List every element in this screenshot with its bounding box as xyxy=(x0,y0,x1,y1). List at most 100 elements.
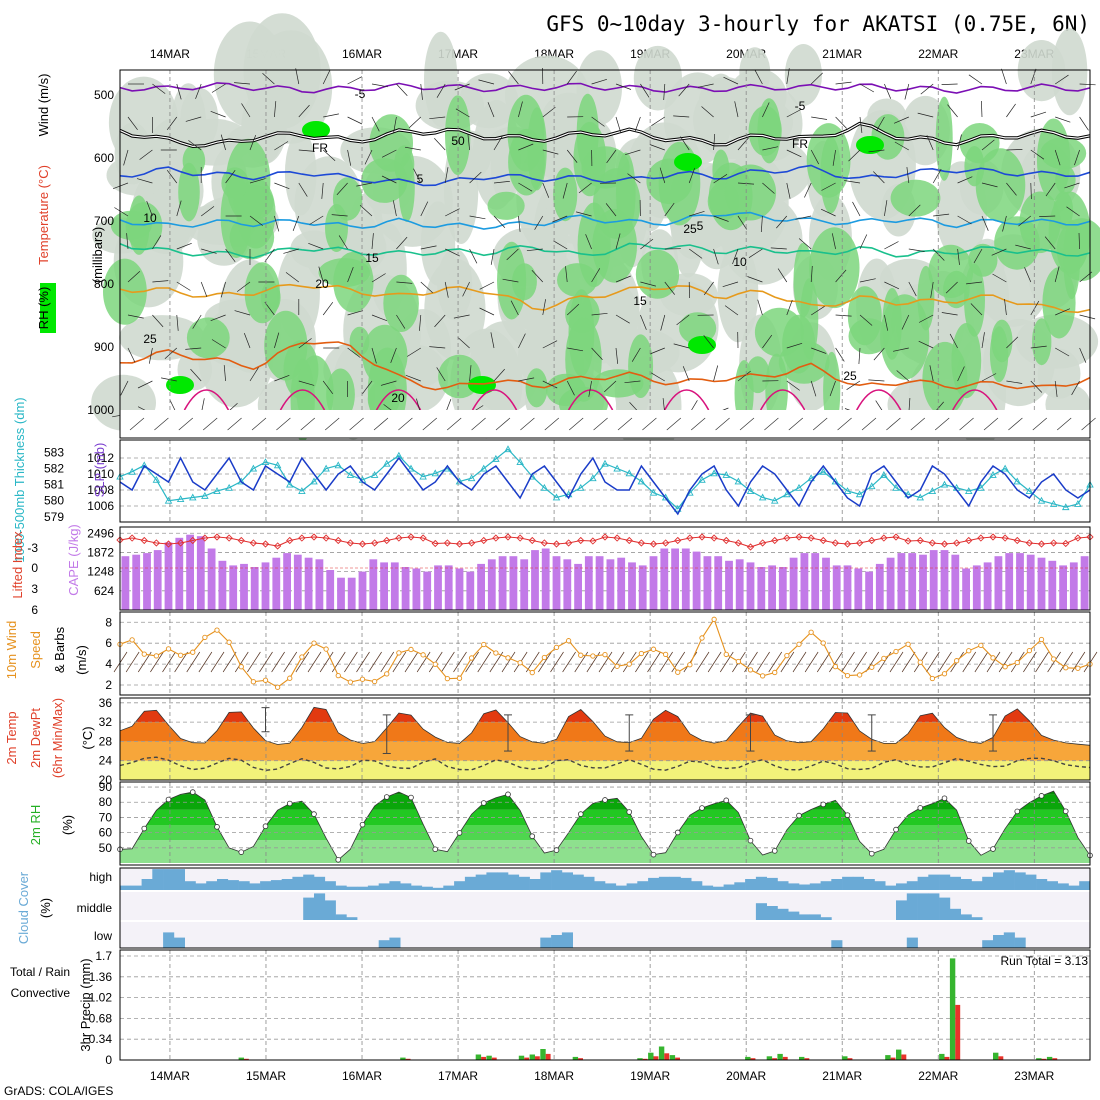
wind-barb xyxy=(420,83,423,100)
contour-label: FR xyxy=(792,137,808,151)
lifted-index-marker xyxy=(1062,539,1070,548)
rh-marker xyxy=(893,826,899,833)
cape-bar xyxy=(746,562,755,610)
cloud-bar xyxy=(551,870,563,890)
thickness-marker xyxy=(516,458,524,466)
cape-bar xyxy=(681,548,690,610)
thickness-marker xyxy=(249,464,258,472)
lifted-index-marker xyxy=(758,539,767,547)
slp-axis-label: SLP (mb) xyxy=(92,443,107,498)
wind-speed-marker xyxy=(1014,659,1020,666)
lifted-index-marker xyxy=(686,534,694,542)
wind-barb xyxy=(1079,83,1096,86)
lifted-index-marker xyxy=(346,539,355,547)
wind-barb xyxy=(1006,182,1017,196)
wind-tick: 8 xyxy=(105,615,112,629)
wind-barb xyxy=(152,235,162,250)
lifted-index-marker xyxy=(843,540,852,548)
cape-bar xyxy=(466,571,475,610)
lifted-index-marker xyxy=(601,533,609,541)
lifted-index-marker xyxy=(492,534,500,542)
pressure-tick: 900 xyxy=(94,340,114,354)
isotherm-30-line xyxy=(375,389,422,411)
cape-bar xyxy=(768,565,776,610)
date-label-bottom: 14MAR xyxy=(150,1069,190,1083)
cloud-bar xyxy=(227,880,239,890)
wind-barb xyxy=(591,347,603,360)
cape-bar xyxy=(671,548,679,610)
wind-barb xyxy=(322,149,336,161)
rh-marker xyxy=(990,846,996,852)
isotherm-30-line xyxy=(279,389,326,411)
wind-barb xyxy=(1055,347,1070,357)
cloud-bar xyxy=(314,876,326,890)
lifted-index-marker xyxy=(176,539,185,547)
cape-bar xyxy=(552,556,561,610)
wind-speed-marker xyxy=(602,652,608,658)
wind-barb xyxy=(786,182,791,199)
rh-area xyxy=(1019,191,1061,254)
rh-area xyxy=(343,211,378,258)
wind-speed-marker xyxy=(832,663,839,670)
rh-marker xyxy=(141,825,148,832)
thickness-marker xyxy=(1025,487,1034,494)
cape-bar xyxy=(509,556,518,610)
rh-axis-label: (%) xyxy=(60,815,75,835)
cloud-bar xyxy=(993,872,1005,890)
wind-speed-marker xyxy=(723,651,729,658)
cloud-bar xyxy=(939,897,951,920)
wind-speed-marker xyxy=(662,651,669,658)
wind-barb xyxy=(396,236,408,250)
wind-speed-marker xyxy=(553,644,560,651)
cape-bar xyxy=(541,548,550,610)
cape-bar xyxy=(886,557,895,610)
rh-high-area xyxy=(302,121,330,139)
wind-barb xyxy=(703,335,714,349)
cloud-bar xyxy=(928,893,940,920)
wind-barb xyxy=(347,310,364,316)
wind-barb xyxy=(1024,267,1032,283)
cape-bar xyxy=(595,556,604,610)
panel-frame xyxy=(119,949,1091,1061)
cape-bar xyxy=(1048,560,1057,610)
wind-barb xyxy=(338,235,348,250)
wind-barb xyxy=(477,651,492,673)
wind-barb xyxy=(283,248,299,254)
rh-marker xyxy=(602,797,608,803)
wind-speed-marker xyxy=(808,629,814,635)
wind-barb xyxy=(276,417,291,431)
wind-barb xyxy=(274,332,280,349)
thickness-marker xyxy=(552,493,561,501)
wind-barb xyxy=(776,215,788,229)
wind-barb xyxy=(986,651,1001,673)
thickness-marker xyxy=(916,493,925,501)
lifted-index-marker xyxy=(783,534,791,542)
wind-barb xyxy=(640,281,656,287)
wind-barb xyxy=(309,215,324,225)
cloud-bar xyxy=(842,876,854,890)
wind-barb xyxy=(298,380,315,386)
lifted-index-marker xyxy=(989,533,997,541)
wind-barb xyxy=(200,206,215,217)
cape-bar xyxy=(1005,553,1014,610)
wind-barb xyxy=(666,417,682,431)
rain-bar xyxy=(518,1055,525,1060)
rh-area xyxy=(525,368,548,408)
wind-barb xyxy=(453,651,467,673)
wind-barb xyxy=(211,339,226,349)
rh-area xyxy=(809,227,860,309)
wind-barb xyxy=(562,182,568,199)
rh-marker xyxy=(796,812,802,819)
rh-marker xyxy=(262,823,269,830)
wind-barb xyxy=(1006,149,1023,151)
lifted-index-marker xyxy=(128,534,136,542)
wind-barb xyxy=(786,109,802,118)
wind-barb xyxy=(724,305,739,316)
convective-bar xyxy=(772,1058,777,1060)
wind-barb xyxy=(552,215,568,223)
cape-bar xyxy=(811,553,820,610)
wind-barb xyxy=(227,417,242,431)
wind-barb xyxy=(137,380,153,389)
wind-barb xyxy=(893,116,909,124)
wind-barb xyxy=(176,200,182,217)
